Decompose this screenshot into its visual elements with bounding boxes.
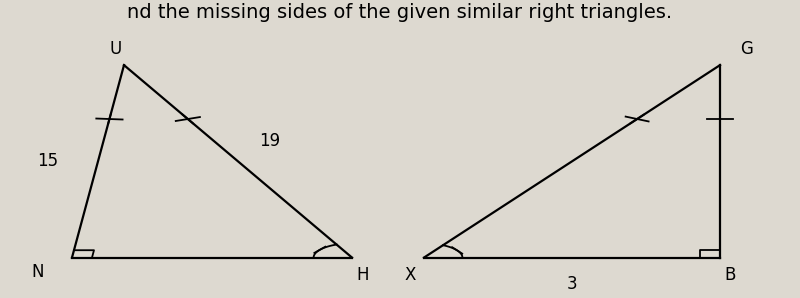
Text: 3: 3 bbox=[566, 275, 578, 293]
Text: H: H bbox=[356, 266, 369, 285]
Text: G: G bbox=[740, 40, 753, 58]
Text: B: B bbox=[724, 266, 735, 285]
Text: nd the missing sides of the given similar right triangles.: nd the missing sides of the given simila… bbox=[127, 3, 673, 22]
Text: 15: 15 bbox=[37, 152, 58, 170]
Text: 19: 19 bbox=[259, 131, 281, 150]
Text: U: U bbox=[110, 40, 122, 58]
Text: N: N bbox=[31, 263, 44, 282]
Text: X: X bbox=[405, 266, 416, 285]
